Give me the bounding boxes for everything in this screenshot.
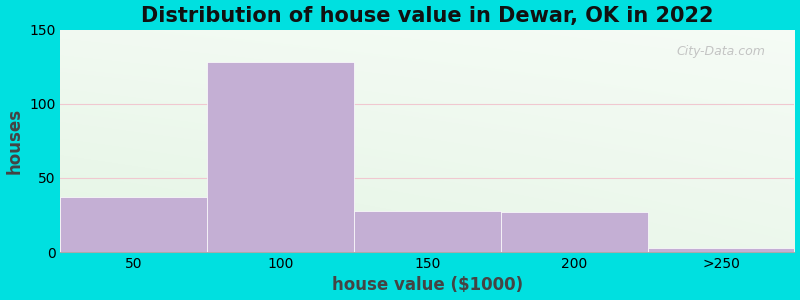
X-axis label: house value ($1000): house value ($1000) bbox=[332, 276, 523, 294]
Bar bbox=[648, 248, 794, 252]
Bar bbox=[60, 197, 207, 252]
Bar bbox=[354, 211, 501, 252]
Bar bbox=[501, 212, 648, 252]
Y-axis label: houses: houses bbox=[6, 108, 23, 174]
Bar bbox=[207, 62, 354, 252]
Text: City-Data.com: City-Data.com bbox=[676, 45, 765, 58]
Title: Distribution of house value in Dewar, OK in 2022: Distribution of house value in Dewar, OK… bbox=[141, 6, 714, 26]
